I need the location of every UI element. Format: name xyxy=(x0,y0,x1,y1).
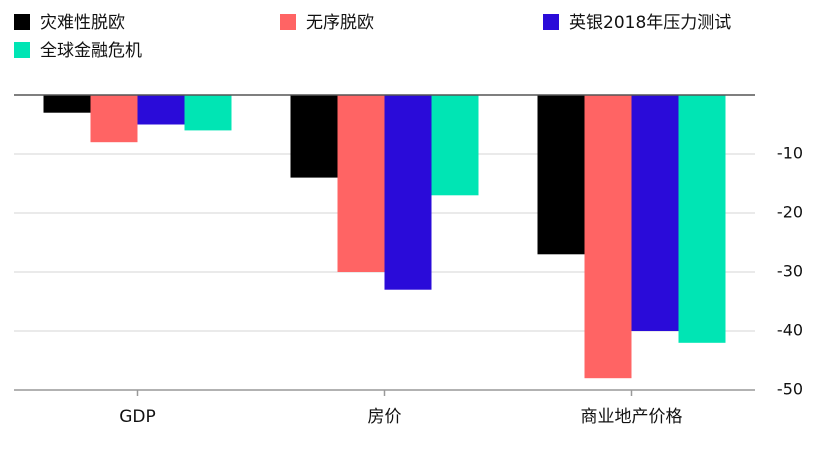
bar xyxy=(384,95,432,290)
bar xyxy=(90,95,138,143)
bar xyxy=(431,95,479,196)
legend-swatch xyxy=(14,42,30,58)
bar xyxy=(184,95,232,131)
bar xyxy=(290,95,338,178)
y-tick-label: -20 xyxy=(777,203,803,222)
legend-swatch xyxy=(280,14,296,30)
bar xyxy=(537,95,585,255)
legend-label: 英银2018年压力测试 xyxy=(569,13,731,33)
legend-label: 灾难性脱欧 xyxy=(40,13,125,33)
bar xyxy=(337,95,385,272)
bar xyxy=(631,95,679,331)
x-tick-label: 商业地产价格 xyxy=(581,407,683,427)
bar xyxy=(584,95,632,379)
bar xyxy=(43,95,91,113)
y-tick-label: -30 xyxy=(777,262,803,281)
x-tick-label: 房价 xyxy=(368,407,402,427)
y-tick-label: -40 xyxy=(777,321,803,340)
legend-label: 全球金融危机 xyxy=(40,41,142,61)
y-tick-label: -50 xyxy=(777,380,803,399)
bar xyxy=(137,95,185,125)
legend-swatch xyxy=(543,14,559,30)
x-tick-label: GDP xyxy=(119,407,156,427)
y-tick-label: -10 xyxy=(777,144,803,163)
legend-swatch xyxy=(14,14,30,30)
bar xyxy=(678,95,726,343)
legend-label: 无序脱欧 xyxy=(306,13,374,33)
